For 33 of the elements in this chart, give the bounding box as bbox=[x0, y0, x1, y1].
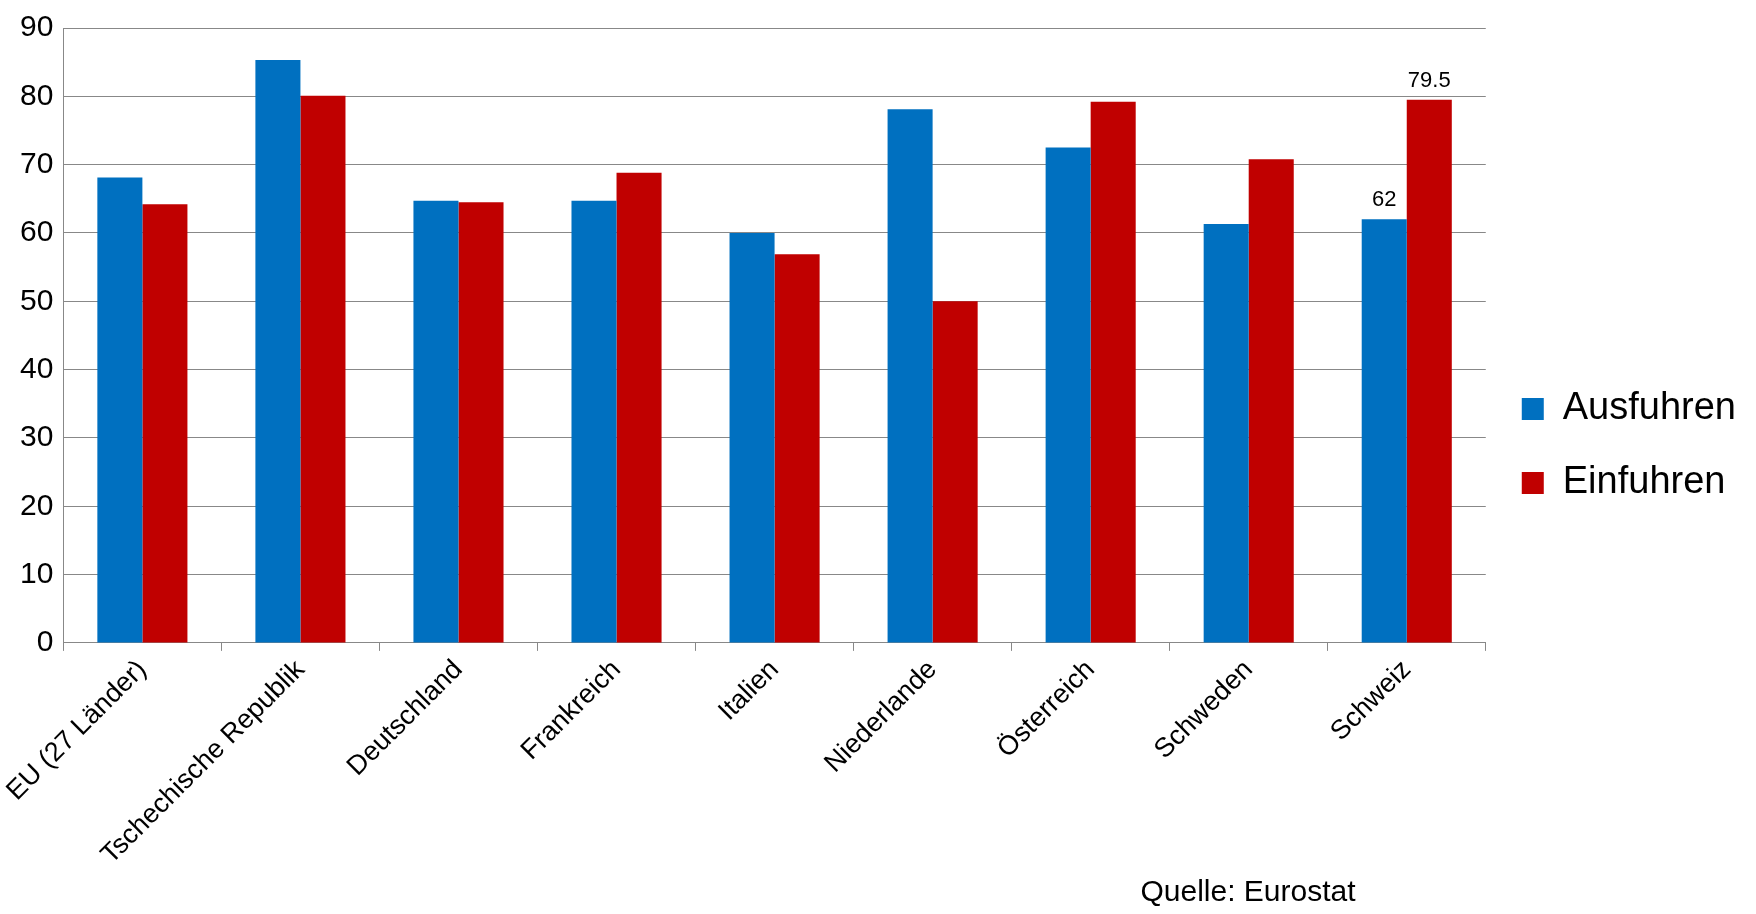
source-note: Quelle: Eurostat bbox=[1140, 874, 1357, 908]
bar bbox=[616, 172, 662, 643]
y-tick-label: 40 bbox=[19, 350, 54, 384]
y-tick-label: 80 bbox=[19, 77, 54, 111]
bar bbox=[887, 109, 933, 643]
y-tick-label: 90 bbox=[19, 9, 54, 43]
bar bbox=[1361, 219, 1407, 643]
bar bbox=[142, 204, 188, 643]
bar bbox=[413, 200, 459, 643]
y-tick-label: 20 bbox=[19, 487, 54, 521]
y-tick-label: 70 bbox=[19, 145, 54, 179]
y-tick-label: 10 bbox=[19, 555, 54, 589]
bar bbox=[1090, 101, 1136, 643]
bar bbox=[932, 301, 978, 643]
bar bbox=[774, 254, 820, 643]
bar bbox=[1045, 147, 1091, 643]
legend-label: Ausfuhren bbox=[1562, 385, 1737, 428]
bar bbox=[1203, 224, 1249, 643]
bar bbox=[571, 200, 617, 643]
legend-label: Einfuhren bbox=[1562, 459, 1726, 502]
y-tick-label: 60 bbox=[19, 214, 54, 248]
data-label: 62 bbox=[1371, 186, 1397, 212]
bar bbox=[300, 95, 346, 643]
bar bbox=[1248, 159, 1294, 643]
bar bbox=[255, 60, 301, 643]
y-tick-label: 50 bbox=[19, 282, 54, 316]
bar bbox=[1406, 99, 1452, 643]
data-label: 79.5 bbox=[1407, 66, 1451, 92]
bar bbox=[97, 177, 143, 643]
y-tick-label: 0 bbox=[36, 624, 54, 658]
bar bbox=[458, 202, 504, 643]
bar bbox=[729, 232, 775, 643]
y-tick-label: 30 bbox=[19, 419, 54, 453]
